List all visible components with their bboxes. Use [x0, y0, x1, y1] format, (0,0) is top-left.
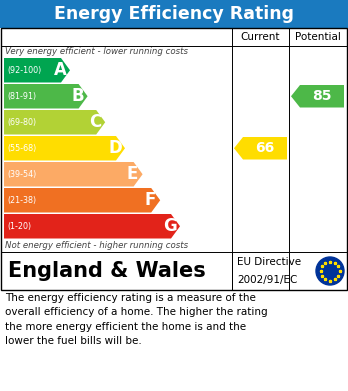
Text: D: D [108, 139, 122, 157]
Text: B: B [71, 87, 84, 105]
Polygon shape [4, 58, 70, 83]
Polygon shape [291, 85, 344, 108]
Text: EU Directive: EU Directive [237, 257, 301, 267]
Polygon shape [4, 84, 88, 108]
Text: The energy efficiency rating is a measure of the
overall efficiency of a home. T: The energy efficiency rating is a measur… [5, 293, 268, 346]
Text: C: C [89, 113, 101, 131]
Polygon shape [4, 136, 125, 160]
Text: F: F [144, 191, 156, 209]
Text: England & Wales: England & Wales [8, 261, 206, 281]
Text: G: G [163, 217, 177, 235]
Text: Current: Current [241, 32, 280, 42]
Polygon shape [4, 188, 160, 212]
Text: E: E [127, 165, 138, 183]
Polygon shape [4, 214, 180, 239]
Text: (55-68): (55-68) [7, 144, 36, 153]
Polygon shape [4, 110, 105, 135]
Text: 2002/91/EC: 2002/91/EC [237, 275, 298, 285]
Text: (92-100): (92-100) [7, 66, 41, 75]
Text: (69-80): (69-80) [7, 118, 36, 127]
Circle shape [316, 257, 344, 285]
Text: Energy Efficiency Rating: Energy Efficiency Rating [54, 5, 294, 23]
Polygon shape [234, 137, 287, 160]
Bar [0, 0, 348, 28]
Bar [1, 28, 347, 290]
Text: (21-38): (21-38) [7, 196, 36, 205]
Text: 85: 85 [312, 89, 332, 103]
Text: A: A [54, 61, 66, 79]
Text: Very energy efficient - lower running costs: Very energy efficient - lower running co… [5, 47, 188, 57]
Text: Potential: Potential [294, 32, 340, 42]
Text: (81-91): (81-91) [7, 92, 36, 101]
Polygon shape [4, 162, 143, 187]
Text: 66: 66 [255, 141, 275, 155]
Text: (1-20): (1-20) [7, 222, 31, 231]
Text: Not energy efficient - higher running costs: Not energy efficient - higher running co… [5, 242, 188, 251]
Text: (39-54): (39-54) [7, 170, 36, 179]
